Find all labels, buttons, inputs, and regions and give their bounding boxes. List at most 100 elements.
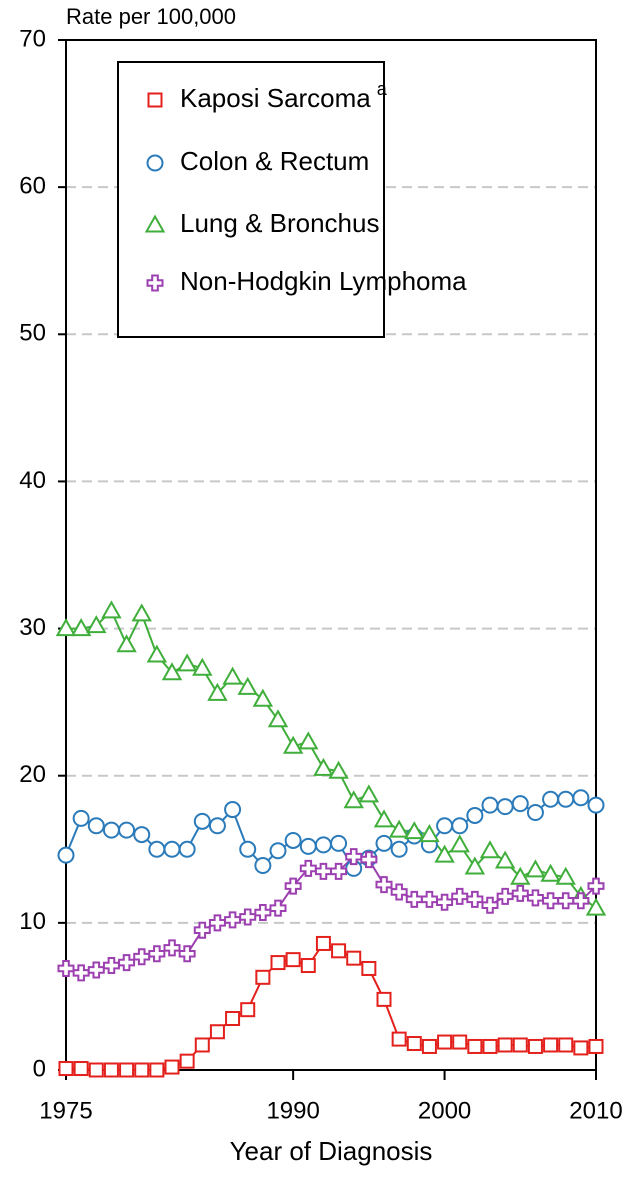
marker [449, 834, 470, 853]
y-tick-label: 20 [19, 761, 46, 788]
marker [526, 804, 544, 821]
marker [284, 877, 302, 895]
marker [542, 790, 560, 808]
marker [543, 1037, 559, 1053]
marker [148, 945, 166, 963]
marker [588, 1038, 604, 1054]
marker [587, 877, 605, 895]
marker [298, 731, 319, 750]
legend: Kaposi Sarcoma a Colon & Rectum Lung & Bron… [117, 61, 467, 338]
marker [496, 887, 514, 905]
marker [102, 957, 120, 975]
marker [133, 826, 151, 844]
marker [178, 945, 196, 963]
marker [178, 840, 196, 858]
marker [555, 866, 576, 885]
marker [300, 958, 316, 974]
marker [466, 890, 484, 908]
marker [330, 834, 348, 852]
marker [207, 682, 228, 701]
marker [193, 812, 211, 830]
marker [118, 954, 136, 972]
y-tick-label: 0 [33, 1055, 46, 1082]
marker [375, 876, 393, 894]
marker [57, 846, 75, 864]
marker [314, 836, 332, 854]
marker [252, 688, 274, 707]
marker [572, 789, 590, 807]
marker [193, 921, 211, 939]
marker [131, 603, 152, 622]
marker [481, 896, 499, 914]
marker [269, 899, 287, 917]
marker [86, 615, 107, 634]
legend-label: Lung & Bronchus [180, 208, 379, 238]
marker [101, 600, 122, 619]
x-tick-label: 2000 [418, 1097, 471, 1124]
marker [558, 1037, 574, 1053]
marker [361, 960, 377, 976]
marker [194, 1037, 210, 1053]
marker [419, 824, 440, 843]
marker [482, 1038, 498, 1054]
marker [164, 1059, 180, 1075]
marker [299, 859, 317, 877]
legend-note: a [377, 79, 388, 99]
x-tick-label: 1990 [266, 1097, 319, 1124]
marker [346, 950, 362, 966]
marker [224, 801, 242, 819]
marker [376, 991, 392, 1007]
marker [540, 863, 561, 882]
marker [573, 1040, 589, 1056]
legend-box [117, 61, 385, 338]
marker [72, 964, 90, 982]
marker [146, 644, 168, 663]
marker [87, 817, 105, 835]
marker [148, 840, 166, 858]
marker [405, 890, 423, 908]
marker [406, 1036, 422, 1052]
marker [163, 939, 181, 957]
marker [451, 817, 469, 835]
marker [70, 618, 92, 637]
marker [269, 842, 287, 860]
marker [149, 1062, 165, 1078]
marker [388, 819, 410, 838]
marker [328, 760, 349, 779]
marker [72, 809, 90, 827]
legend-label: Kaposi Sarcoma [180, 83, 371, 113]
marker [510, 866, 531, 885]
marker [73, 1061, 89, 1077]
y-axis-label: Rate per 100,000 [66, 4, 236, 29]
marker [343, 790, 364, 809]
marker [587, 796, 605, 814]
marker [224, 911, 242, 929]
marker [58, 1061, 74, 1077]
marker [375, 834, 393, 852]
marker [390, 883, 408, 901]
marker [331, 943, 347, 959]
marker [451, 887, 469, 905]
marker [497, 1037, 513, 1053]
marker [254, 856, 272, 874]
marker [390, 840, 408, 858]
marker [572, 892, 590, 910]
marker [391, 1031, 407, 1047]
marker [525, 859, 546, 878]
marker [330, 862, 348, 880]
marker [192, 657, 213, 676]
marker [134, 1062, 150, 1078]
marker [239, 908, 257, 926]
marker [161, 662, 183, 681]
marker [222, 666, 243, 685]
marker [208, 914, 226, 932]
series-line [66, 609, 597, 909]
marker [434, 844, 455, 863]
marker [270, 955, 286, 971]
marker [240, 1002, 256, 1018]
marker [585, 897, 607, 916]
marker [345, 848, 363, 866]
marker [146, 274, 164, 292]
marker [103, 1062, 119, 1078]
marker [437, 1034, 453, 1050]
